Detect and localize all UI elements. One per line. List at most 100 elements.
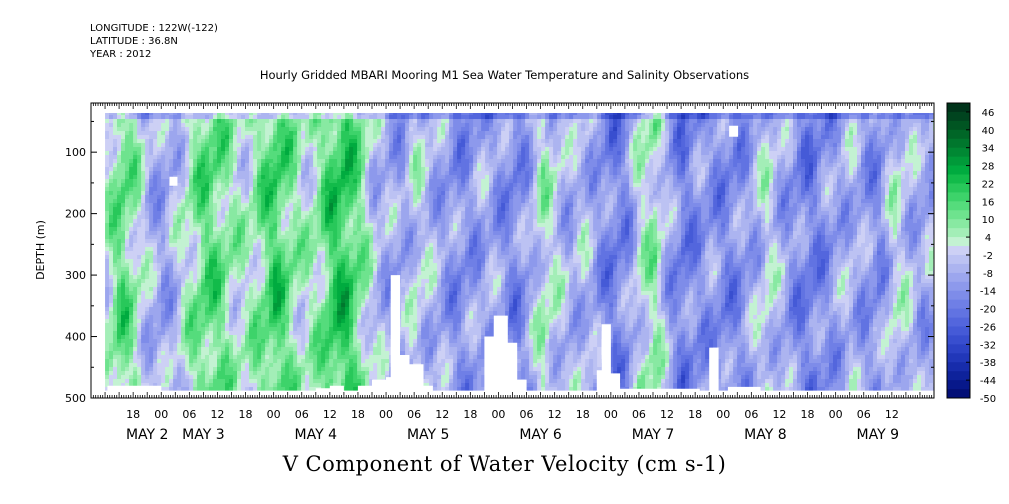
heatmap-cell <box>281 123 286 128</box>
heatmap-cell <box>329 303 334 308</box>
heatmap-cell <box>289 327 294 332</box>
heatmap-cell <box>169 291 174 296</box>
heatmap-cell <box>337 223 342 228</box>
heatmap-cell <box>325 211 330 216</box>
heatmap-cell <box>337 179 342 184</box>
heatmap-cell <box>357 375 362 380</box>
heatmap-cell <box>109 235 114 240</box>
heatmap-cell <box>185 179 190 184</box>
heatmap-cell <box>117 119 122 124</box>
heatmap-cell <box>269 123 274 128</box>
heatmap-cell <box>349 275 354 280</box>
heatmap-cell <box>341 179 346 184</box>
heatmap-cell <box>369 251 374 256</box>
heatmap-cell <box>201 113 206 116</box>
heatmap-cell <box>357 131 362 136</box>
heatmap-cell <box>281 343 286 348</box>
heatmap-cell <box>353 107 357 111</box>
heatmap-cell <box>241 115 246 120</box>
heatmap-cell <box>313 359 318 364</box>
heatmap-cell <box>245 319 250 324</box>
heatmap-cell <box>137 191 142 196</box>
heatmap-cell <box>353 159 358 164</box>
heatmap-cell <box>121 267 126 272</box>
heatmap-cell <box>201 191 206 196</box>
heatmap-cell <box>165 343 170 348</box>
heatmap-cell <box>225 163 230 168</box>
heatmap-cell <box>345 367 350 372</box>
heatmap-cell <box>301 227 306 232</box>
heatmap-cell <box>237 243 242 248</box>
heatmap-cell <box>205 287 210 292</box>
heatmap-cell <box>265 259 270 264</box>
heatmap-cell <box>321 295 326 300</box>
heatmap-cell <box>341 183 346 188</box>
heatmap-cell <box>105 211 110 216</box>
heatmap-cell <box>125 115 130 120</box>
heatmap-cell <box>329 215 334 220</box>
heatmap-cell <box>281 383 286 388</box>
heatmap-cell <box>293 179 298 184</box>
heatmap-cell <box>265 195 270 200</box>
heatmap-cell <box>281 215 286 220</box>
heatmap-cell <box>325 231 330 236</box>
heatmap-cell <box>117 219 122 224</box>
heatmap-cell <box>193 175 198 180</box>
heatmap-cell <box>229 159 234 164</box>
heatmap-cell <box>201 147 206 152</box>
heatmap-cell <box>201 339 206 344</box>
heatmap-cell <box>317 291 322 296</box>
heatmap-cell <box>253 113 258 116</box>
heatmap-cell <box>145 243 150 248</box>
heatmap-cell <box>245 259 250 264</box>
heatmap-cell <box>293 351 298 356</box>
heatmap-cell <box>133 215 138 220</box>
heatmap-cell <box>157 279 162 284</box>
heatmap-cell <box>109 263 114 268</box>
heatmap-cell <box>369 275 374 280</box>
heatmap-cell <box>121 191 126 196</box>
heatmap-cell <box>109 271 114 276</box>
heatmap-cell <box>221 287 226 292</box>
heatmap-cell <box>349 335 354 340</box>
heatmap-cell <box>305 299 310 304</box>
heatmap-cell <box>257 331 262 336</box>
heatmap-cell <box>105 195 110 200</box>
heatmap-cell <box>345 135 350 140</box>
heatmap-cell <box>165 335 170 340</box>
heatmap-cell <box>189 375 194 380</box>
heatmap-cell <box>125 359 130 364</box>
heatmap-cell <box>245 207 250 212</box>
heatmap-cell <box>277 179 282 184</box>
heatmap-cell <box>153 275 158 280</box>
heatmap-cell <box>205 347 210 352</box>
heatmap-cell <box>217 367 222 372</box>
heatmap-cell <box>121 355 126 360</box>
heatmap-cell <box>209 115 214 120</box>
heatmap-cell <box>169 219 174 224</box>
heatmap-cell <box>161 303 166 308</box>
heatmap-cell <box>189 263 194 268</box>
heatmap-cell <box>161 131 166 136</box>
heatmap-cell <box>329 139 334 144</box>
heatmap-cell <box>149 171 154 176</box>
heatmap-cell <box>137 175 142 180</box>
heatmap-cell <box>193 123 198 128</box>
heatmap-cell <box>273 183 278 188</box>
heatmap-cell <box>237 383 242 388</box>
heatmap-cell <box>297 275 302 280</box>
heatmap-cell <box>125 363 130 368</box>
heatmap-cell <box>325 311 330 316</box>
heatmap-cell <box>117 231 122 236</box>
heatmap-cell <box>309 351 314 356</box>
heatmap-cell <box>105 383 110 388</box>
heatmap-cell <box>205 139 210 144</box>
heatmap-cell <box>137 259 142 264</box>
heatmap-cell <box>121 203 126 208</box>
heatmap-cell <box>369 127 374 132</box>
heatmap-cell <box>229 279 234 284</box>
heatmap-cell <box>369 211 374 216</box>
heatmap-cell <box>241 379 246 384</box>
heatmap-cell <box>161 107 165 111</box>
heatmap-cell <box>373 203 378 208</box>
